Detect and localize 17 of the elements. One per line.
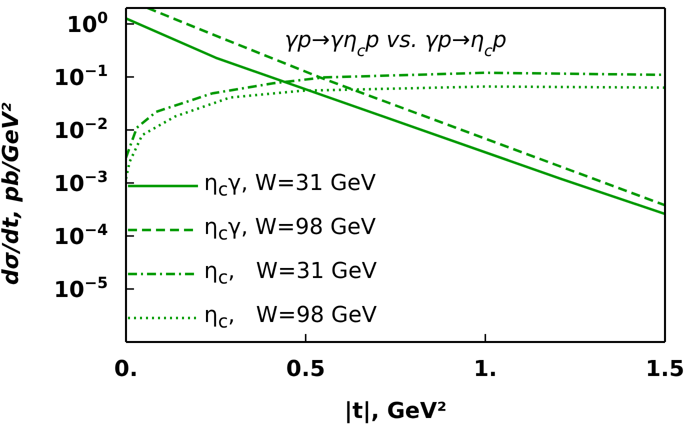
y-axis-title: dσ/dt, pb/GeV² bbox=[0, 102, 24, 285]
legend-label: η$_{c}$, W=98 GeV bbox=[204, 303, 377, 333]
y-tick-label: 10$^{−4}$ bbox=[54, 220, 108, 250]
y-tick-label: 10$^{−2}$ bbox=[54, 114, 108, 144]
x-axis-title: |t|, GeV² bbox=[344, 399, 447, 424]
x-tick-label: 1.5 bbox=[646, 357, 684, 382]
legend-label: η$_{c}$γ, W=31 GeV bbox=[204, 171, 376, 201]
x-tick-label: 0. bbox=[114, 357, 138, 382]
text: γp→γη$_{c}$p vs. γp→η$_{c}$p bbox=[284, 28, 507, 60]
y-tick-label: 10$^{0}$ bbox=[66, 8, 108, 38]
y-tick-label: 10$^{−3}$ bbox=[54, 168, 108, 197]
y-tick-label: 10$^{−1}$ bbox=[54, 62, 108, 91]
x-tick-label: 0.5 bbox=[286, 357, 326, 382]
legend-label: η$_{c}$, W=31 GeV bbox=[204, 259, 377, 289]
x-tick-label: 1. bbox=[473, 357, 498, 382]
y-tick-label: 10$^{−5}$ bbox=[54, 274, 108, 303]
legend-label: η$_{c}$γ, W=98 GeV bbox=[204, 215, 376, 245]
